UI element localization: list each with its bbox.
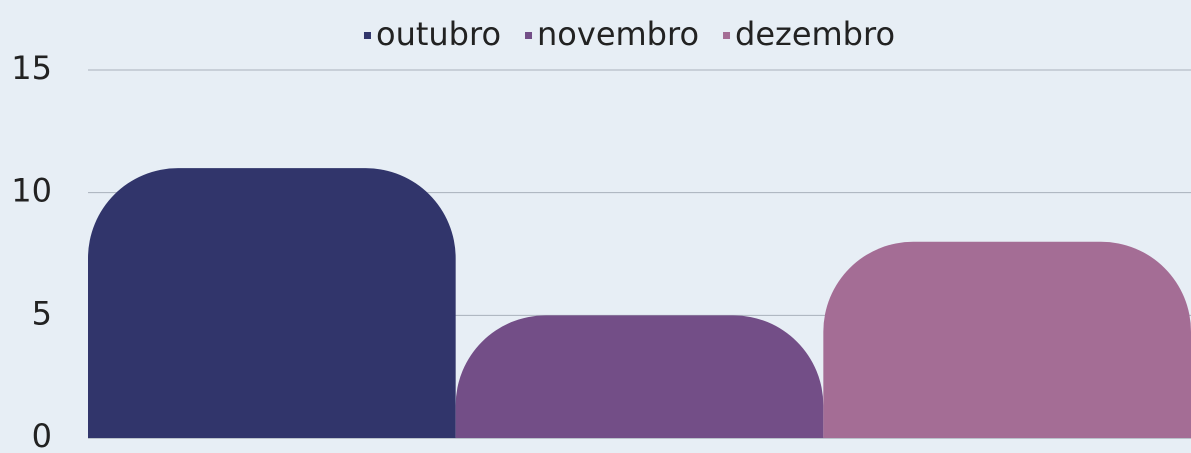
- legend-label: dezembro: [735, 15, 895, 53]
- legend-marker: [525, 32, 533, 39]
- y-tick-label: 5: [32, 294, 52, 332]
- legend-label: novembro: [537, 15, 699, 53]
- bar: [823, 241, 1191, 438]
- legend-label: outubro: [376, 15, 501, 53]
- legend-marker: [363, 32, 371, 39]
- y-tick-label: 15: [11, 49, 52, 87]
- bar: [88, 168, 456, 438]
- y-tick-label: 0: [32, 417, 52, 453]
- legend-marker: [723, 32, 731, 39]
- bar: [455, 315, 824, 438]
- y-tick-label: 10: [11, 172, 52, 210]
